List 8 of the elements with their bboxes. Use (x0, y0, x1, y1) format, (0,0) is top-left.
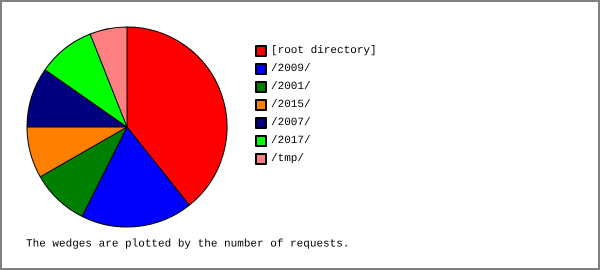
legend-label: /2015/ (271, 99, 311, 111)
legend-label: /tmp/ (271, 153, 304, 165)
legend-label: /2007/ (271, 117, 311, 129)
text: The wedges are plotted by the number of requests. (26, 238, 350, 250)
legend-label: [root directory] (271, 45, 377, 57)
legend-label: /2017/ (271, 135, 311, 147)
legend-label: /2001/ (271, 81, 311, 93)
legend-label: /2009/ (271, 63, 311, 75)
